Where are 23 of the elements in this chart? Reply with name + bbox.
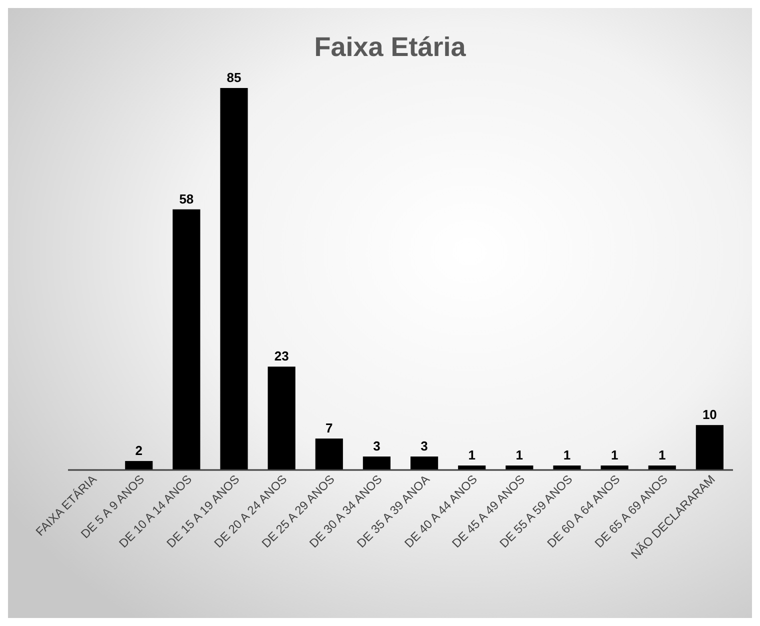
data-label: 10 <box>702 407 717 422</box>
bar <box>315 438 343 470</box>
bar <box>268 366 296 470</box>
data-label: 85 <box>226 70 242 85</box>
bar <box>696 425 724 470</box>
bar <box>220 88 248 470</box>
data-label: 3 <box>373 438 380 454</box>
data-label: 2 <box>135 443 142 458</box>
bar <box>410 456 438 470</box>
data-label: 1 <box>563 448 571 463</box>
data-label: 1 <box>468 448 476 463</box>
data-label: 1 <box>658 448 666 463</box>
data-label: 3 <box>420 438 428 454</box>
bar <box>362 456 391 470</box>
data-label: 23 <box>274 348 289 364</box>
bar <box>553 466 581 470</box>
bar <box>125 461 153 470</box>
data-label: 58 <box>179 191 194 206</box>
chart-title: Faixa Etária <box>314 32 467 62</box>
data-label: 7 <box>326 420 333 436</box>
data-label: 1 <box>610 448 618 463</box>
bar <box>172 209 200 470</box>
data-label: 1 <box>516 448 524 463</box>
